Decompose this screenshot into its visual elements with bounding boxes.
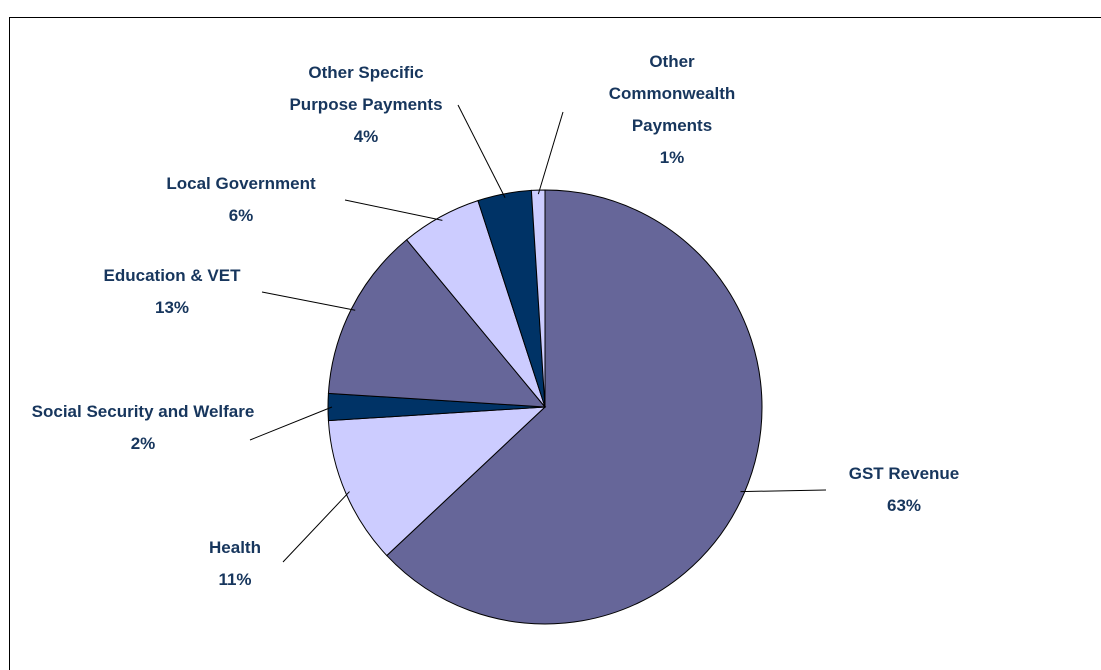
slice-label: Health 11% bbox=[175, 532, 295, 596]
pie-slice bbox=[386, 189, 763, 625]
pie-slice bbox=[530, 189, 546, 408]
slice-label: Other Commonwealth Payments 1% bbox=[597, 46, 747, 174]
value-label: 1% bbox=[659, 148, 685, 167]
slice-label: Social Security and Welfare 2% bbox=[27, 396, 259, 460]
slice-label: GST Revenue 63% bbox=[824, 458, 984, 522]
category-label: Other Commonwealth Payments bbox=[608, 52, 736, 135]
value-label: 4% bbox=[353, 127, 379, 146]
leader-line bbox=[261, 291, 356, 311]
leader-line bbox=[537, 111, 564, 195]
value-label: 11% bbox=[218, 570, 252, 589]
category-label: GST Revenue bbox=[848, 464, 960, 483]
pie-slice bbox=[327, 239, 547, 408]
leader-line bbox=[282, 491, 350, 563]
value-label: 6% bbox=[228, 206, 254, 225]
value-label: 63% bbox=[886, 496, 922, 515]
category-label: Other Specific Purpose Payments bbox=[289, 63, 443, 114]
slice-label: Education & VET 13% bbox=[72, 260, 272, 324]
value-label: 13% bbox=[154, 298, 190, 317]
slice-label: Local Government 6% bbox=[126, 168, 356, 232]
category-label: Health bbox=[209, 538, 261, 557]
leader-line bbox=[249, 406, 333, 441]
category-label: Social Security and Welfare bbox=[31, 402, 255, 421]
pie-slice bbox=[327, 406, 547, 557]
chart-frame bbox=[9, 17, 1101, 670]
leader-line bbox=[457, 104, 506, 198]
value-label: 2% bbox=[130, 434, 156, 453]
category-label: Education & VET bbox=[103, 266, 241, 285]
leader-line bbox=[344, 199, 443, 221]
category-label: Local Government bbox=[166, 174, 316, 193]
slice-label: Other Specific Purpose Payments 4% bbox=[274, 57, 459, 153]
leader-line bbox=[740, 489, 827, 493]
